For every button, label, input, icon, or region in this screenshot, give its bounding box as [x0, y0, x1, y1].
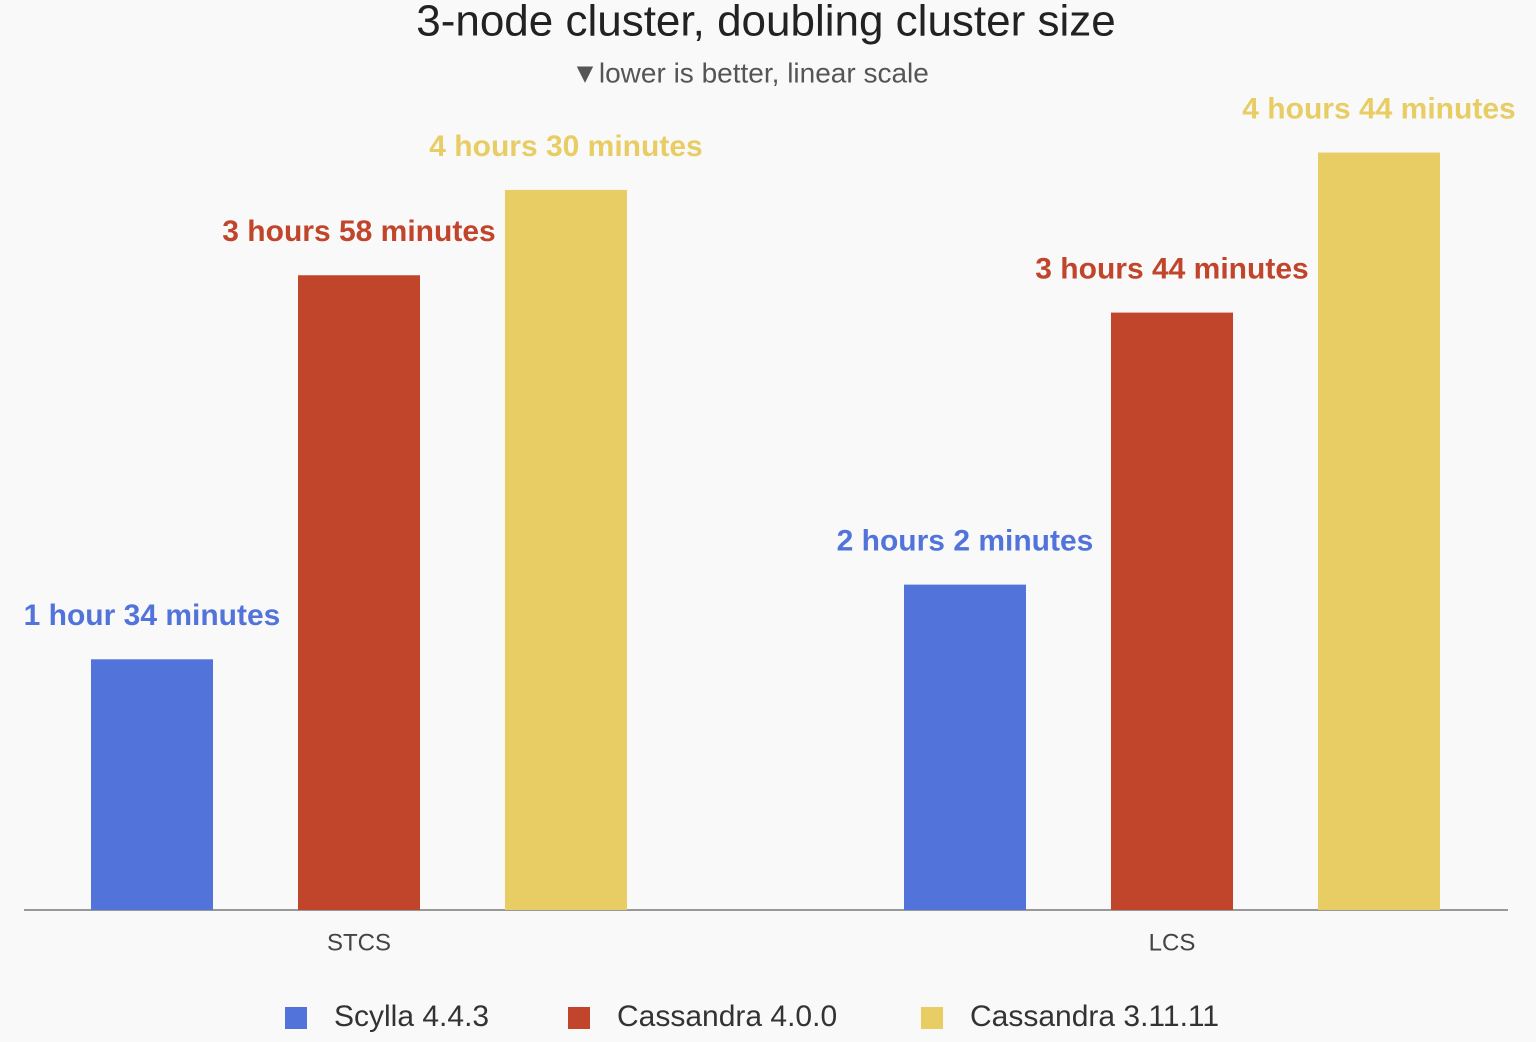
legend-swatch — [285, 1007, 307, 1029]
bar — [904, 584, 1026, 910]
bar — [1318, 152, 1440, 910]
chart-subtitle: ▼lower is better, linear scale — [571, 57, 929, 88]
legend-swatch — [921, 1007, 943, 1029]
bar — [91, 659, 213, 910]
data-label: 2 hours 2 minutes — [837, 525, 1094, 558]
data-label: 3 hours 44 minutes — [1035, 253, 1308, 286]
chart-title: 3-node cluster, doubling cluster size — [416, 0, 1116, 46]
legend-label: Cassandra 3.11.11 — [970, 1000, 1219, 1033]
legend-label: Scylla 4.4.3 — [334, 1000, 489, 1033]
bar — [298, 275, 420, 910]
x-tick-label: STCS — [327, 929, 391, 956]
legend-label: Cassandra 4.0.0 — [617, 1000, 837, 1033]
bar — [505, 189, 627, 910]
data-label: 4 hours 44 minutes — [1242, 92, 1515, 125]
x-tick-label: LCS — [1149, 929, 1196, 956]
legend-swatch — [568, 1007, 590, 1029]
data-label: 3 hours 58 minutes — [222, 215, 495, 248]
bar — [1111, 312, 1233, 910]
data-label: 4 hours 30 minutes — [429, 130, 702, 163]
data-label: 1 hour 34 minutes — [24, 599, 281, 632]
